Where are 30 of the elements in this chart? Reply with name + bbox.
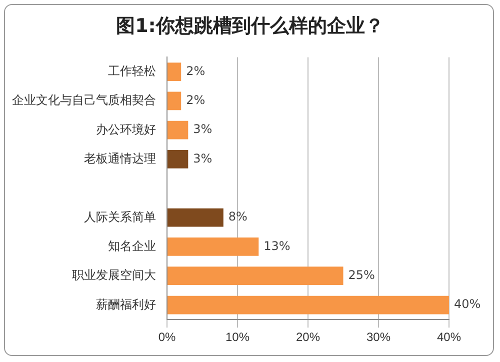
x-tick-label: 0% (158, 330, 176, 344)
bar (168, 296, 449, 314)
x-tick-label: 10% (225, 330, 250, 344)
bar (168, 208, 224, 227)
y-tick-label: 老板通情达理 (84, 152, 156, 166)
bar (168, 266, 344, 286)
data-label: 3% (193, 122, 212, 136)
y-tick-label: 工作轻松 (108, 64, 156, 78)
chart-title: 图1:你想跳槽到什么样的企业？ (115, 14, 385, 39)
x-tick-label: 20% (296, 330, 320, 344)
bar (168, 62, 182, 81)
data-label: 40% (454, 297, 481, 312)
bar (168, 92, 182, 110)
x-tick-label: 40% (436, 330, 462, 344)
bar (168, 238, 259, 256)
y-tick-label: 企业文化与自己气质相契合 (12, 93, 156, 108)
data-label: 8% (228, 210, 248, 224)
data-label: 25% (348, 268, 375, 282)
y-tick-label: 人际关系简单 (84, 210, 156, 224)
y-tick-label: 职业发展空间大 (72, 268, 156, 282)
data-label: 2% (186, 93, 206, 108)
bar (168, 150, 188, 168)
y-tick-label: 薪酬福利好 (96, 297, 156, 312)
data-label: 3% (193, 151, 212, 166)
x-tick-label: 30% (366, 330, 391, 344)
y-tick-label: 知名企业 (108, 239, 156, 254)
data-label: 13% (264, 238, 290, 253)
data-label: 2% (186, 64, 206, 78)
y-tick-label: 办公环境好 (96, 122, 156, 136)
bar (168, 120, 188, 140)
